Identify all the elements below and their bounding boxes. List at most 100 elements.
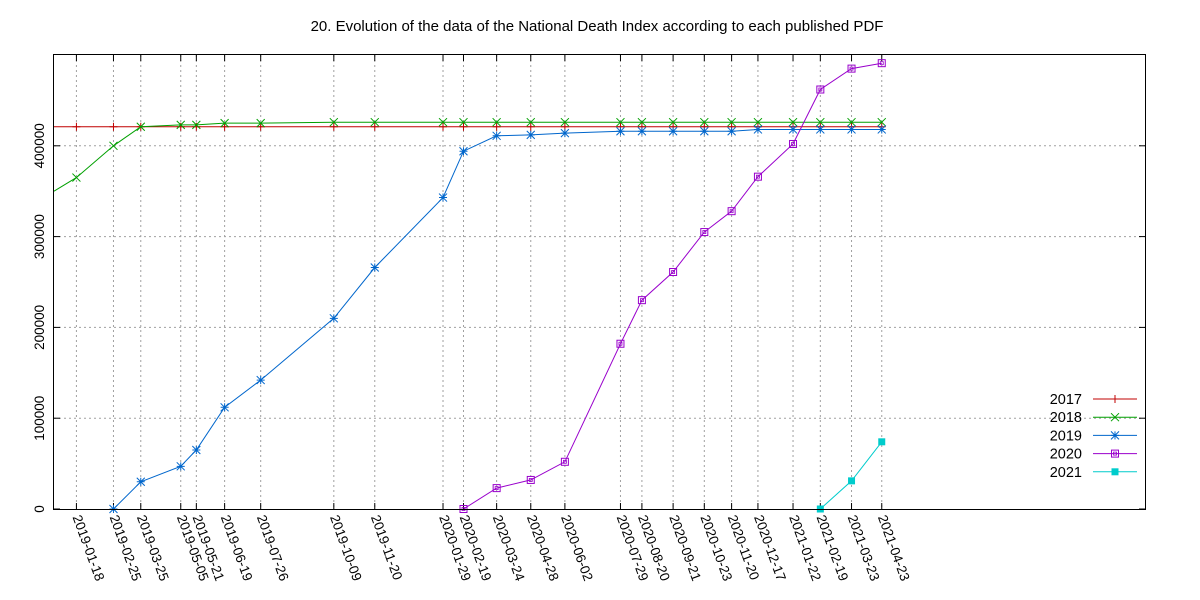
x-tick-label: 2020-09-21 bbox=[666, 513, 704, 583]
data-point bbox=[256, 375, 266, 385]
data-point bbox=[526, 122, 535, 131]
data-point bbox=[669, 268, 678, 277]
legend-item: 2018 bbox=[1050, 410, 1137, 426]
data-point bbox=[1111, 468, 1119, 476]
data-point bbox=[459, 146, 468, 156]
data-point bbox=[109, 141, 118, 151]
series-2019 bbox=[109, 125, 887, 514]
data-point bbox=[878, 438, 886, 446]
data-point bbox=[699, 117, 709, 127]
data-point bbox=[459, 117, 468, 127]
legend-item: 2017 bbox=[1050, 392, 1137, 408]
data-point bbox=[492, 131, 501, 141]
data-point bbox=[492, 122, 501, 131]
data-point bbox=[220, 118, 229, 128]
data-point bbox=[788, 117, 798, 127]
data-point bbox=[329, 122, 338, 131]
data-point bbox=[560, 128, 570, 138]
y-axis-ticks: 0 100000 200000 300000 400000 bbox=[32, 123, 1145, 513]
data-point bbox=[753, 172, 762, 181]
data-point bbox=[1111, 395, 1119, 403]
data-point bbox=[72, 122, 81, 131]
data-point bbox=[256, 122, 265, 131]
data-point bbox=[847, 117, 856, 127]
data-point bbox=[668, 117, 678, 127]
data-point bbox=[329, 117, 339, 127]
chart-title: 20. Evolution of the data of the Nationa… bbox=[311, 18, 884, 35]
data-point bbox=[370, 263, 380, 272]
data-point bbox=[815, 117, 825, 127]
data-point bbox=[370, 117, 380, 127]
x-tick-label: 2019-11-20 bbox=[368, 513, 405, 582]
data-point bbox=[191, 445, 201, 455]
data-point bbox=[438, 193, 448, 202]
data-point bbox=[877, 125, 887, 134]
legend-label: 2019 bbox=[1050, 428, 1082, 444]
legend-label: 2017 bbox=[1050, 392, 1082, 408]
data-point bbox=[438, 117, 448, 127]
x-tick-label: 2020-03-24 bbox=[490, 513, 528, 583]
data-point bbox=[1111, 449, 1119, 458]
y-tick-label: 200000 bbox=[32, 305, 47, 350]
data-point bbox=[176, 122, 185, 131]
data-point bbox=[220, 402, 229, 412]
data-point bbox=[637, 296, 646, 305]
data-point bbox=[637, 117, 647, 127]
x-tick-label: 2019-10-09 bbox=[327, 513, 365, 583]
data-point bbox=[492, 117, 501, 127]
y-tick-label: 300000 bbox=[32, 214, 47, 259]
data-point bbox=[459, 122, 468, 131]
series-lines bbox=[53, 59, 887, 514]
data-point bbox=[191, 120, 201, 130]
data-point bbox=[727, 117, 736, 127]
data-point bbox=[616, 117, 625, 127]
x-tick-label: 2019-07-26 bbox=[254, 513, 292, 583]
y-tick-label: 400000 bbox=[32, 123, 47, 168]
data-point bbox=[256, 118, 266, 128]
data-point bbox=[109, 122, 118, 131]
legend-item: 2021 bbox=[1050, 465, 1137, 481]
y-tick-label: 0 bbox=[32, 505, 47, 513]
series-2018 bbox=[53, 117, 887, 192]
x-tick-label: 2021-03-23 bbox=[845, 513, 883, 583]
data-point bbox=[370, 122, 379, 131]
data-point bbox=[848, 477, 856, 485]
data-point bbox=[815, 125, 825, 134]
data-point bbox=[877, 117, 887, 127]
legend-label: 2020 bbox=[1050, 447, 1082, 463]
data-point bbox=[439, 122, 448, 131]
legend-label: 2018 bbox=[1050, 410, 1082, 426]
data-point bbox=[753, 125, 763, 134]
series-line bbox=[113, 129, 882, 510]
data-point bbox=[847, 64, 856, 73]
data-point bbox=[727, 207, 736, 216]
data-point bbox=[560, 457, 569, 466]
data-point bbox=[192, 122, 201, 131]
data-point bbox=[1110, 412, 1120, 422]
y-tick-label: 100000 bbox=[32, 396, 47, 441]
legend-label: 2021 bbox=[1050, 465, 1082, 481]
data-point bbox=[136, 477, 146, 487]
data-point bbox=[220, 122, 229, 131]
plot-frame bbox=[53, 54, 1146, 510]
data-point bbox=[329, 313, 339, 323]
data-point bbox=[526, 130, 536, 140]
data-point bbox=[1110, 431, 1120, 440]
data-point bbox=[526, 475, 535, 484]
data-point bbox=[492, 484, 501, 493]
data-point bbox=[877, 59, 886, 68]
data-point bbox=[616, 339, 625, 348]
x-tick-label: 2019-01-18 bbox=[70, 513, 108, 583]
legend-item: 2020 bbox=[1050, 447, 1137, 463]
data-point bbox=[788, 125, 798, 134]
data-point bbox=[699, 126, 709, 136]
data-point bbox=[789, 139, 798, 148]
data-point bbox=[136, 122, 146, 132]
data-point bbox=[176, 120, 186, 130]
x-tick-label: 2020-04-28 bbox=[524, 513, 562, 583]
data-point bbox=[560, 117, 570, 127]
data-point bbox=[816, 85, 825, 94]
